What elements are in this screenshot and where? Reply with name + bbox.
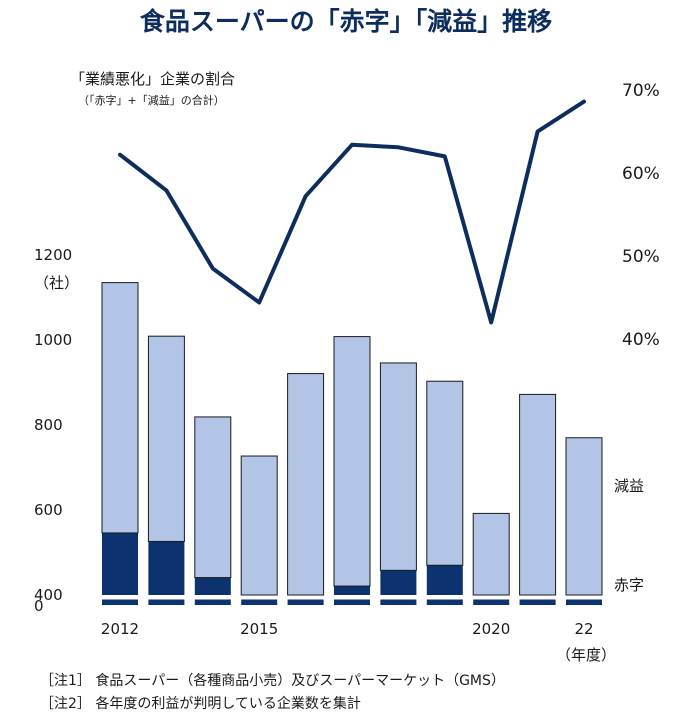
bar-akaji-base-2022 — [566, 598, 602, 605]
bar-genek-2020 — [472, 512, 510, 596]
right-axis-ticks: 70% 60% 50% 40% — [622, 81, 660, 350]
chart-title: 食品スーパーの「赤字」「減益」推移 — [140, 7, 552, 36]
left-tick-800: 800 — [34, 416, 63, 434]
left-tick-0: 0 — [34, 597, 44, 615]
x-axis-unit: （年度） — [556, 646, 616, 664]
right-tick-50%: 50% — [622, 247, 660, 267]
right-axis-title: 「業績悪化」企業の割合 — [70, 70, 235, 88]
bar-genek-2012 — [101, 282, 139, 534]
x-axis-labels: 2012 2015 2020 22 — [101, 620, 594, 638]
bar-akaji-base-2013 — [148, 598, 185, 605]
note-2: ［注2］ 各年度の利益が判明している企業数を集計 — [40, 695, 361, 712]
left-tick-400: 400 — [34, 586, 63, 604]
right-tick-40%: 40% — [622, 330, 660, 350]
bar-akaji-base-2021 — [519, 598, 556, 605]
bar-akaji-base-2015 — [241, 598, 278, 605]
x-label-2020: 2020 — [472, 620, 510, 638]
bar-genek-2014 — [194, 416, 232, 579]
bars — [101, 282, 603, 605]
x-label-2015: 2015 — [240, 620, 278, 638]
left-tick-600: 600 — [34, 501, 63, 519]
x-label-2012: 2012 — [101, 620, 139, 638]
bar-akaji-2018 — [380, 570, 417, 595]
bar-akaji-2019 — [426, 565, 463, 595]
bar-akaji-2014 — [194, 577, 231, 595]
right-tick-60%: 60% — [622, 164, 660, 184]
bar-akaji-base-2016 — [287, 598, 324, 605]
bar-genek-2017 — [333, 336, 371, 587]
bar-akaji-base-2020 — [473, 598, 510, 605]
left-axis-unit: （社） — [34, 274, 79, 292]
bar-genek-2013 — [147, 335, 185, 542]
note-1: ［注1］ 食品スーパー（各種商品小売）及びスーパーマーケット（GMS） — [40, 672, 505, 689]
bar-genek-2021 — [519, 393, 557, 596]
bar-genek-2015 — [240, 455, 278, 596]
left-tick-1200: 1200 — [34, 246, 72, 264]
bar-akaji-base-2012 — [102, 598, 138, 605]
bar-akaji-2017 — [334, 586, 370, 595]
legend-akaji: 赤字 — [614, 576, 644, 594]
right-tick-70%: 70% — [622, 81, 660, 101]
legend-genek: 減益 — [614, 477, 644, 495]
bar-akaji-base-2017 — [334, 598, 370, 605]
bar-akaji-2013 — [148, 541, 185, 595]
bar-akaji-base-2018 — [380, 598, 417, 605]
bar-akaji-2012 — [102, 532, 138, 595]
left-tick-1000: 1000 — [34, 331, 72, 349]
ratio-line — [118, 99, 586, 325]
bar-genek-2019 — [426, 380, 464, 566]
bar-akaji-base-2019 — [426, 598, 463, 605]
x-label-22: 22 — [574, 620, 593, 638]
bar-genek-2016 — [287, 373, 325, 596]
bar-genek-2022 — [565, 437, 603, 596]
right-axis-subtitle: （「赤字」+「減益」の合計） — [78, 93, 225, 107]
bar-genek-2018 — [379, 362, 417, 571]
bar-akaji-base-2014 — [194, 598, 231, 605]
